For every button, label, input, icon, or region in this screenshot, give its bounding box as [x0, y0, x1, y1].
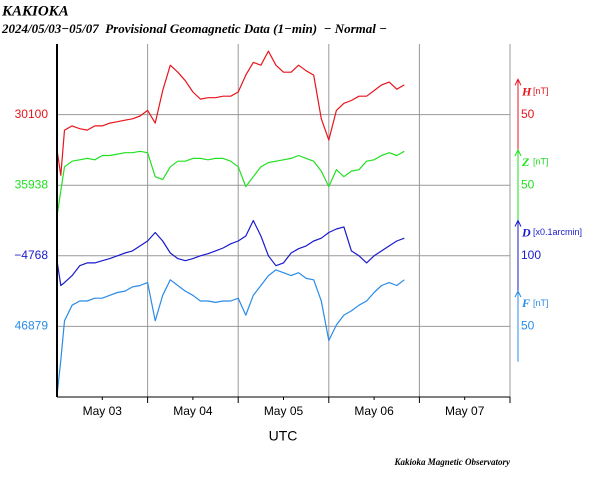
x-tick-label: May 07	[445, 404, 485, 418]
x-tick-label: May 05	[264, 404, 304, 418]
y-tick-label: 35938	[15, 177, 49, 191]
series-unit: [nT]	[533, 157, 549, 167]
y-tick-label: 30100	[15, 107, 49, 121]
series-unit: [nT]	[533, 86, 549, 96]
scale-label: 50	[521, 319, 535, 333]
series-symbol: H	[521, 84, 532, 98]
x-axis-label: UTC	[269, 428, 298, 444]
scale-label: 100	[521, 248, 541, 262]
series-line	[56, 50, 405, 176]
scale-arrow	[514, 289, 522, 298]
scale-arrow	[514, 78, 522, 86]
series-symbol: D	[521, 226, 531, 240]
scale-label: 50	[521, 107, 535, 121]
y-tick-label: −4768	[14, 248, 48, 262]
x-tick-label: May 03	[83, 404, 123, 418]
chart-subtitle: 2024/05/03−05/07 Provisional Geomagnetic…	[1, 21, 387, 36]
scale-arrow	[514, 219, 522, 227]
x-tick-label: May 04	[173, 404, 213, 418]
series-unit: [nT]	[533, 298, 549, 308]
series-unit: [x0.1arcmin]	[533, 227, 582, 237]
series-line	[56, 219, 405, 287]
scale-arrow	[514, 148, 522, 157]
x-tick-label: May 06	[354, 404, 394, 418]
series-line	[56, 150, 405, 217]
chart-title: KAKIOKA	[1, 3, 69, 19]
series-line	[56, 269, 405, 396]
scale-label: 50	[521, 177, 535, 191]
y-tick-label: 46879	[15, 319, 49, 333]
footer-note: Kakioka Magnetic Observatory	[394, 457, 511, 467]
series-symbol: Z	[521, 155, 530, 169]
series-symbol: F	[521, 296, 530, 310]
